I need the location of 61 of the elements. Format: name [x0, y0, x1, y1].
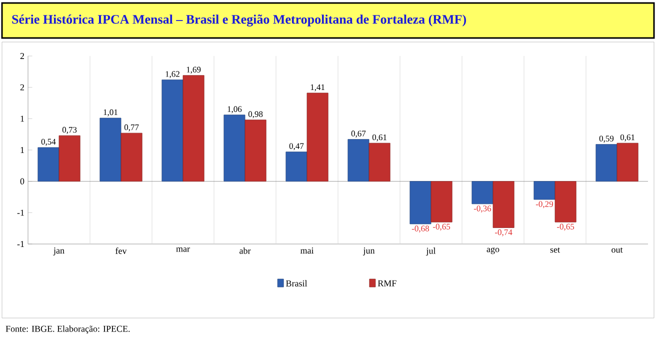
- data-label: -0,29: [536, 201, 553, 208]
- bar: [554, 181, 576, 222]
- data-label: 0,61: [620, 134, 634, 142]
- data-label: 0,47: [289, 143, 304, 150]
- data-label: 0,59: [599, 136, 614, 143]
- x-tick-label: mai: [300, 248, 314, 254]
- data-label: 0,67: [351, 130, 366, 138]
- bar: [348, 139, 370, 182]
- data-label: -0,68: [412, 226, 429, 233]
- data-label: 0,73: [62, 126, 77, 134]
- data-label: 1,01: [104, 109, 118, 116]
- data-label: 1,06: [228, 106, 242, 114]
- y-tick-label: 0: [20, 178, 24, 184]
- x-tick-label: jan: [53, 248, 64, 256]
- y-tick-label: 2: [20, 84, 24, 90]
- x-tick-label: set: [550, 248, 560, 253]
- data-label: 1,69: [186, 66, 201, 74]
- x-tick-label: out: [612, 248, 623, 253]
- bar: [472, 181, 494, 204]
- data-label: 1,62: [166, 71, 180, 78]
- bar: [596, 144, 618, 182]
- x-tick-label: fev: [116, 248, 127, 254]
- bar: [162, 80, 184, 182]
- data-label: 0,54: [41, 138, 56, 146]
- data-label: 0,77: [124, 124, 139, 132]
- y-tick-label: -1: [17, 210, 24, 216]
- data-label: 1,41: [310, 84, 324, 92]
- bar: [430, 181, 452, 222]
- data-label: 0,98: [248, 111, 263, 118]
- bar: [616, 142, 638, 182]
- x-tick-label: jun: [362, 248, 375, 256]
- bar: [534, 181, 556, 200]
- bar: [306, 92, 328, 182]
- source-note: Fonte: IBGE. Elaboração: IPECE.: [6, 326, 130, 334]
- x-tick-label: mar: [176, 248, 190, 252]
- chart-title: Série Histórica IPCA Mensal – Brasil e Região Metropolitana de Fortaleza (RMF): [12, 14, 466, 26]
- bar: [368, 142, 390, 182]
- data-label: -0,65: [433, 224, 450, 231]
- bar: [38, 147, 60, 182]
- bar: [120, 132, 142, 182]
- legend-label: RMF: [378, 280, 396, 286]
- bar: [492, 181, 514, 228]
- y-tick-label: -1: [17, 241, 24, 247]
- data-label: -0,74: [495, 229, 512, 236]
- data-label: -0,36: [474, 206, 492, 213]
- bar: [100, 118, 122, 182]
- bar: [244, 120, 266, 182]
- bar: [410, 181, 432, 224]
- legend-label: Brasil: [286, 280, 308, 286]
- x-tick-label: jul: [426, 248, 436, 256]
- x-tick-label: abr: [240, 248, 251, 254]
- bar: [58, 135, 80, 182]
- bar: [286, 152, 308, 182]
- data-label: -0,65: [557, 224, 574, 231]
- data-label: 0,61: [372, 134, 386, 142]
- bar: [224, 114, 246, 182]
- y-tick-label: 1: [20, 116, 24, 122]
- bar: [182, 75, 204, 182]
- x-tick-label: ago: [486, 248, 500, 254]
- y-tick-label: 2: [20, 53, 24, 59]
- y-tick-label: 1: [20, 147, 24, 153]
